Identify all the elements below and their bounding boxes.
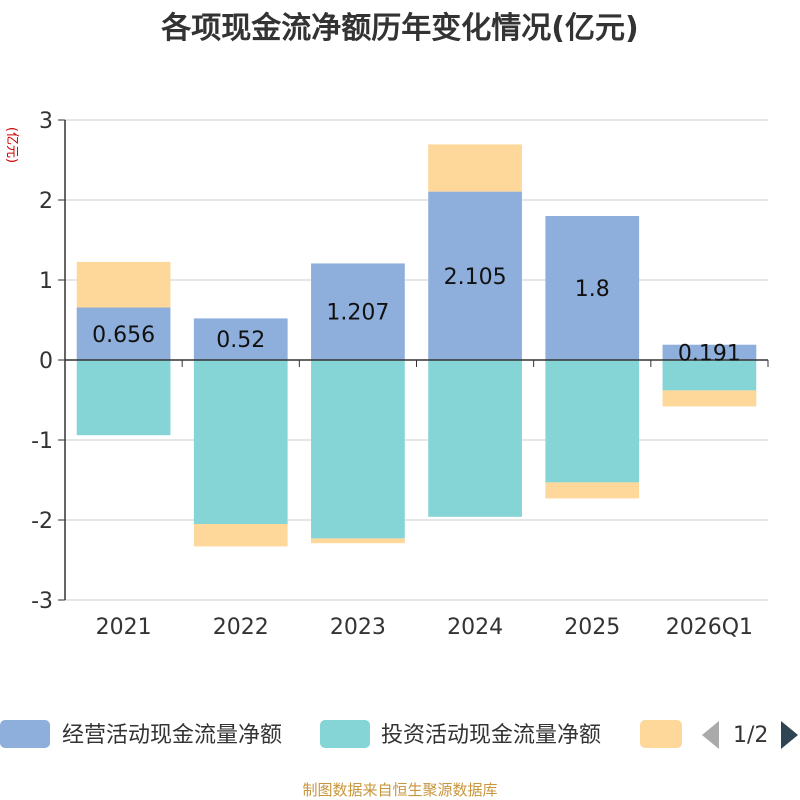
data-label: 0.656 — [92, 323, 155, 348]
bar-segment[interactable] — [545, 216, 640, 360]
bar-segment[interactable] — [193, 360, 288, 524]
bar-segment[interactable] — [428, 144, 522, 192]
y-tick-label: 2 — [39, 189, 53, 214]
legend-swatch-investing[interactable] — [320, 720, 370, 748]
bar-segment[interactable] — [76, 261, 171, 308]
y-tick-label: -3 — [31, 589, 53, 614]
bars[interactable] — [76, 144, 757, 547]
bar-segment[interactable] — [545, 482, 640, 499]
bar-segment[interactable] — [193, 524, 288, 547]
y-tick-label: -1 — [31, 429, 53, 454]
bar-segment[interactable] — [193, 318, 288, 360]
legend[interactable]: 经营活动现金流量净额 投资活动现金流量净额 1/2 — [0, 720, 798, 749]
data-label: 0.191 — [678, 341, 741, 366]
bar-segment[interactable] — [76, 307, 171, 360]
legend-label-operating[interactable]: 经营活动现金流量净额 — [62, 723, 282, 748]
legend-swatch-third[interactable] — [640, 720, 682, 748]
y-tick-label: 1 — [39, 269, 53, 294]
bar-segment[interactable] — [662, 360, 757, 391]
chart-title: 各项现金流净额历年变化情况(亿元) — [160, 11, 638, 46]
bar-segment[interactable] — [545, 360, 640, 483]
y-tick-label: -2 — [31, 509, 53, 534]
source-note: 制图数据来自恒生聚源数据库 — [302, 781, 497, 799]
legend-next-page-icon[interactable] — [781, 721, 798, 749]
data-labels: 0.656 0.52 1.207 2.105 1.8 0.191 — [92, 265, 741, 367]
bar-segment[interactable] — [662, 390, 757, 407]
y-axis-unit: (亿元) — [4, 127, 19, 163]
x-tick-label: 2026Q1 — [666, 615, 753, 640]
legend-prev-page-icon[interactable] — [702, 721, 719, 749]
bar-segment[interactable] — [311, 360, 405, 539]
x-tick-label: 2022 — [213, 615, 269, 640]
x-tick-label: 2023 — [330, 615, 386, 640]
bar-segment[interactable] — [311, 263, 405, 360]
data-label: 2.105 — [444, 265, 507, 290]
x-tick-label: 2025 — [564, 615, 620, 640]
data-label: 1.207 — [326, 301, 389, 326]
data-label: 0.52 — [216, 328, 265, 353]
bar-segment[interactable] — [662, 344, 757, 360]
legend-page-indicator: 1/2 — [733, 723, 768, 748]
y-tick-label: 3 — [39, 109, 53, 134]
bar-segment[interactable] — [311, 538, 405, 544]
legend-swatch-operating[interactable] — [0, 720, 50, 748]
y-tick-label: 0 — [39, 349, 53, 374]
data-label: 1.8 — [575, 277, 610, 302]
axes: 3 2 1 0 -1 -2 -3 2021 2022 2023 2024 2025 2026Q1 — [31, 109, 769, 640]
legend-label-investing[interactable]: 投资活动现金流量净额 — [381, 723, 601, 748]
bar-segment[interactable] — [428, 191, 522, 360]
x-tick-label: 2021 — [96, 615, 152, 640]
bar-segment[interactable] — [428, 360, 522, 517]
x-tick-label: 2024 — [447, 615, 503, 640]
bar-segment[interactable] — [76, 360, 171, 436]
